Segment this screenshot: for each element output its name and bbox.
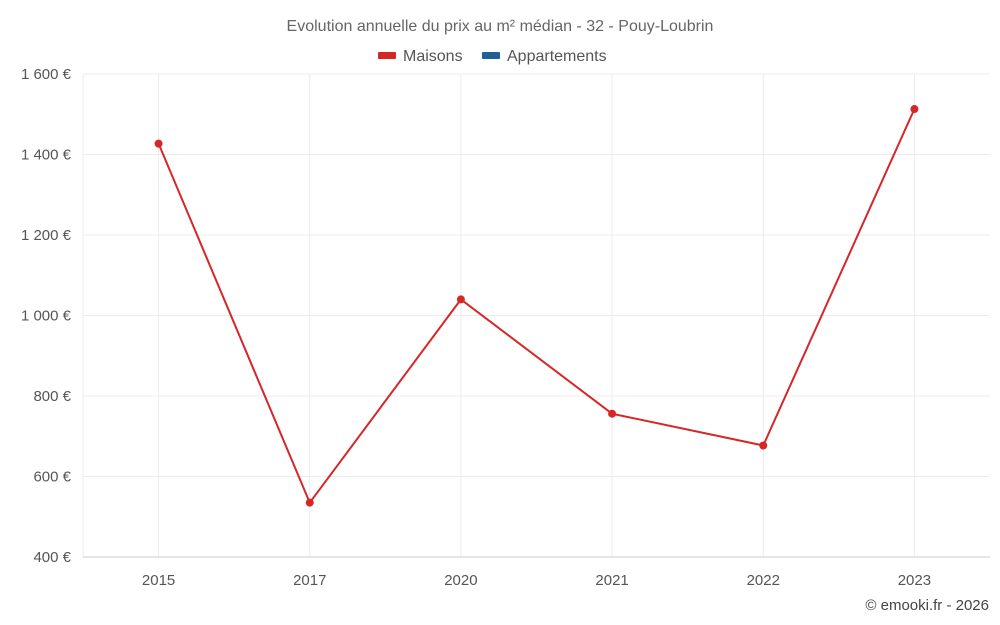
data-point-maisons[interactable] xyxy=(154,139,163,148)
x-tick-label: 2023 xyxy=(898,572,931,589)
data-point-maisons[interactable] xyxy=(456,295,465,304)
legend-item-appartements[interactable]: Appartements xyxy=(482,48,607,65)
legend-swatch-appartements xyxy=(482,52,500,59)
x-tick-label: 2015 xyxy=(142,572,175,589)
y-tick-label: 600 € xyxy=(33,469,71,486)
y-tick-label: 800 € xyxy=(33,388,71,405)
y-axis-ticks: 400 € 600 € 800 € 1 000 € 1 200 € 1 400 € 1 60… xyxy=(21,66,72,566)
data-point-maisons[interactable] xyxy=(608,409,617,418)
legend: Maisons Appartements xyxy=(378,48,607,65)
x-tick-label: 2017 xyxy=(293,572,326,589)
legend-label-appartements: Appartements xyxy=(507,48,607,65)
data-point-maisons[interactable] xyxy=(305,498,314,507)
series-points xyxy=(154,105,919,507)
y-tick-label: 400 € xyxy=(33,549,71,566)
x-tick-label: 2021 xyxy=(595,572,628,589)
legend-label-maisons: Maisons xyxy=(403,48,463,65)
y-tick-label: 1 200 € xyxy=(21,227,72,244)
y-tick-label: 1 600 € xyxy=(21,66,72,83)
y-tick-label: 1 400 € xyxy=(21,147,72,164)
data-point-maisons[interactable] xyxy=(910,105,919,114)
legend-swatch-maisons xyxy=(378,52,396,59)
x-tick-label: 2020 xyxy=(444,572,477,589)
x-tick-label: 2022 xyxy=(747,572,780,589)
y-gridlines xyxy=(83,73,990,477)
x-gridlines xyxy=(82,74,915,557)
data-point-maisons[interactable] xyxy=(759,441,768,450)
credit-text: © emooki.fr - 2026 xyxy=(865,597,989,614)
legend-item-maisons[interactable]: Maisons xyxy=(378,48,463,65)
series-lines xyxy=(157,108,916,504)
series-line-maisons xyxy=(157,108,916,504)
chart-title: Evolution annuelle du prix au m² médian … xyxy=(287,18,714,35)
y-tick-label: 1 000 € xyxy=(21,308,72,325)
x-axis-ticks: 2015 2017 2020 2021 2022 2023 xyxy=(142,572,931,589)
